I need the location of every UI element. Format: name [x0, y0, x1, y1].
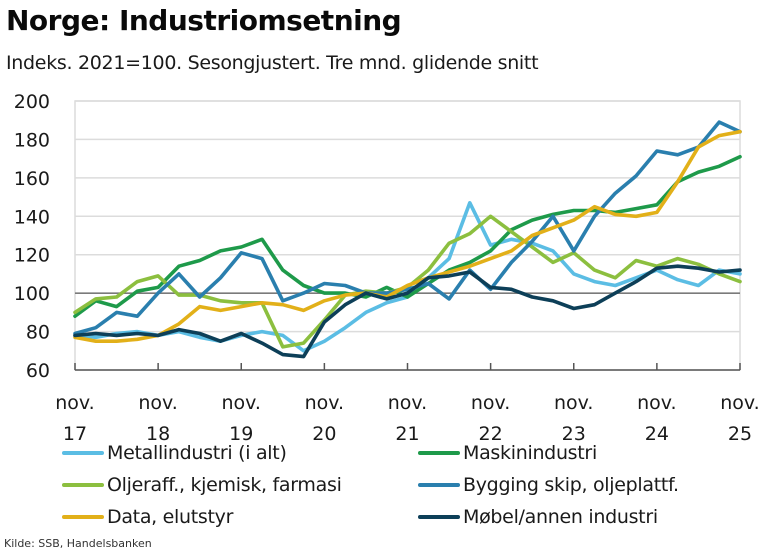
legend-label: Metallindustri (i alt) [107, 442, 287, 464]
legend-label: Møbel/annen industri [463, 506, 658, 528]
x-tick-label-year: 17 [63, 423, 87, 445]
y-tick-label: 180 [14, 129, 50, 151]
y-tick-label: 200 [14, 91, 50, 113]
legend-item-metallindustri: Metallindustri (i alt) [62, 442, 287, 464]
legend-swatch [418, 483, 460, 487]
x-tick-label-year: 18 [146, 423, 170, 445]
x-tick-label-month: nov. [554, 392, 593, 414]
x-tick-label-year: 23 [562, 423, 586, 445]
y-tick-label: 60 [26, 360, 50, 382]
y-tick-label: 80 [26, 322, 50, 344]
source-note: Kilde: SSB, Handelsbanken [4, 537, 152, 550]
x-tick-label-year: 21 [395, 423, 419, 445]
x-tick-label-year: 20 [312, 423, 336, 445]
legend-item-oljeraff: Oljeraff., kjemisk, farmasi [62, 474, 342, 496]
series-line-data-elutstyr [73, 129, 742, 344]
y-axis: 60 80 100 120 140 160 180 200 [14, 91, 50, 382]
y-tick-label: 120 [14, 245, 50, 267]
legend-label: Maskinindustri [463, 442, 597, 464]
y-tick-label: 160 [14, 168, 50, 190]
legend-item-data: Data, elutstyr [62, 506, 233, 528]
x-tick-label-month: nov. [55, 392, 94, 414]
legend-swatch [418, 451, 460, 455]
x-tick-label-month: nov. [222, 392, 261, 414]
chart-subtitle: Indeks. 2021=100. Sesongjustert. Tre mnd… [6, 52, 539, 74]
series-lines [73, 120, 742, 359]
series-line-maskinindustri [73, 154, 742, 319]
series-line-bygging-skip-oljeplattf [73, 120, 742, 336]
x-tick-label-month: nov. [720, 392, 759, 414]
x-tick-label-year: 22 [479, 423, 503, 445]
legend-item-maskinindustri: Maskinindustri [418, 442, 597, 464]
legend-item-bygging-skip: Bygging skip, oljeplattf. [418, 474, 679, 496]
x-tick-label-month: nov. [138, 392, 177, 414]
legend-swatch [418, 515, 460, 519]
x-tick-label-year: 24 [645, 423, 669, 445]
y-tick-label: 100 [14, 283, 50, 305]
x-tick-label-month: nov. [388, 392, 427, 414]
x-tick-label-year: 19 [229, 423, 253, 445]
x-tick-label-year: 25 [728, 423, 752, 445]
legend-swatch [62, 483, 104, 487]
legend-label: Bygging skip, oljeplattf. [463, 474, 679, 496]
legend-label: Oljeraff., kjemisk, farmasi [107, 474, 342, 496]
x-tick-label-month: nov. [471, 392, 510, 414]
x-tick-label-month: nov. [305, 392, 344, 414]
y-tick-label: 140 [14, 206, 50, 228]
legend-item-mobel: Møbel/annen industri [418, 506, 658, 528]
legend-swatch [62, 515, 104, 519]
legend-label: Data, elutstyr [107, 506, 234, 528]
series-line-møbel-annen-industri [73, 264, 742, 359]
legend-swatch [62, 451, 104, 455]
x-axis: nov. 17 nov. 18 nov. 19 nov. 20 nov. 21 nov. 22 nov.… [55, 363, 760, 445]
x-tick-label-month: nov. [637, 392, 676, 414]
chart-title: Norge: Industriomsetning [6, 4, 402, 37]
